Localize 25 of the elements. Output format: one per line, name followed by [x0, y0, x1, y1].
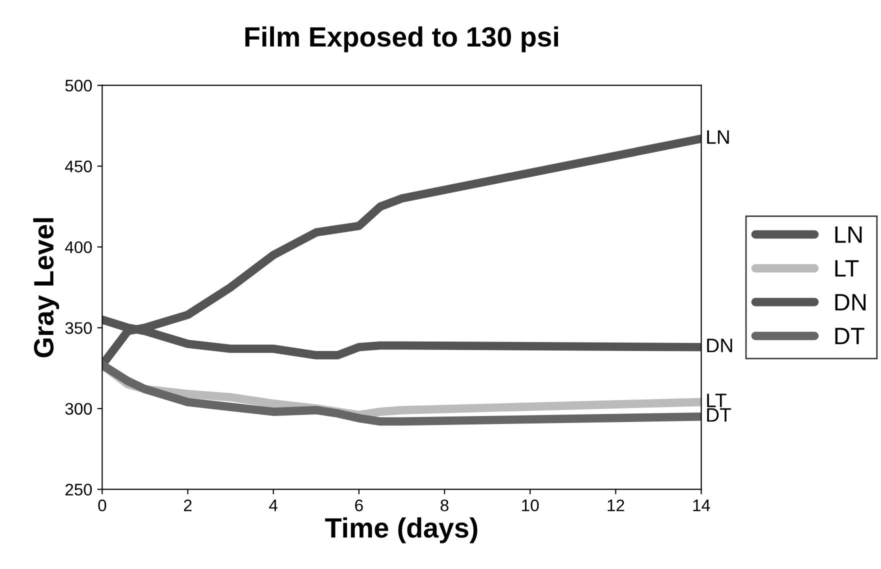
legend-label: DT: [835, 328, 864, 344]
chart-title: Film Exposed to 130 psi: [245, 26, 558, 52]
x-tick-label: 4: [269, 500, 278, 512]
legend-label: LT: [835, 260, 859, 277]
y-tick-label: 400: [65, 241, 92, 254]
legend-label: LN: [835, 226, 862, 243]
y-tick-label: 500: [65, 80, 92, 92]
x-tick-label: 6: [355, 500, 363, 512]
x-tick-label: 14: [693, 500, 710, 512]
text: DT: [707, 408, 732, 422]
y-tick-label: 250: [66, 484, 92, 496]
text: LT: [707, 394, 726, 408]
x-tick-label: 12: [608, 500, 624, 512]
y-tick-label: 350: [65, 322, 92, 334]
text: DN: [707, 338, 732, 352]
x-tick-label: 10: [522, 500, 539, 512]
legend-label: DN: [835, 294, 866, 310]
y-tick-label: 300: [65, 402, 92, 415]
x-axis-title: Time (days): [325, 517, 478, 544]
x-tick-label: 2: [184, 500, 192, 512]
x-tick-label: 0: [98, 500, 106, 512]
text: LN: [707, 130, 729, 144]
y-tick-label: 450: [65, 160, 92, 172]
y-axis-title: Gray Level: [33, 218, 60, 358]
x-tick-label: 8: [440, 500, 448, 512]
